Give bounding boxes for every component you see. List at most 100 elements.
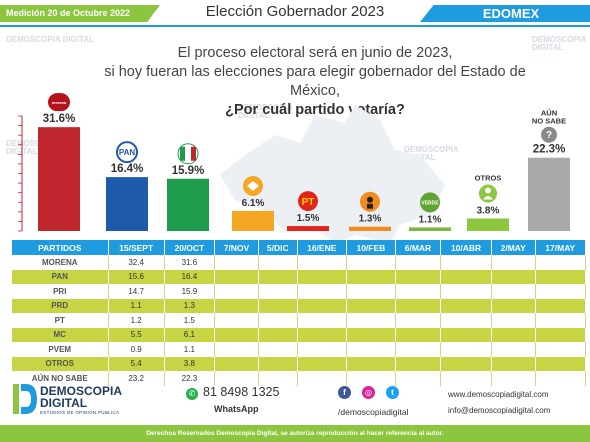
value-cell: [214, 284, 259, 299]
value-cell: [214, 356, 259, 371]
facebook-icon[interactable]: f: [338, 386, 351, 399]
logo-line-2: DIGITAL: [40, 396, 88, 410]
value-cell: [440, 255, 492, 270]
pan-logo-text: PAN: [119, 148, 136, 157]
table-header-row: PARTIDOS 15/SEPT 20/OCT 7/NOV 5/DIC 16/ENE 10/…: [12, 240, 587, 255]
value-cell: 1.5: [164, 313, 215, 328]
column-header-date: 20/OCT: [164, 240, 215, 255]
value-cell: [297, 284, 347, 299]
value-cell: 1.1: [108, 298, 165, 313]
value-cell: 16.4: [164, 269, 215, 284]
aun-no-sabe-label: NO SABE: [532, 117, 566, 126]
whatsapp-label: WhatsApp: [214, 404, 259, 414]
watermark: DEMOSCOPIA DIGITAL: [6, 35, 94, 44]
bar-pri: [167, 178, 209, 231]
column-header-date: 10/ABR: [440, 240, 492, 255]
value-cell: [214, 342, 259, 357]
value-cell: [491, 356, 536, 371]
table-row: MC 5.5 6.1: [12, 327, 587, 342]
value-cell: [346, 269, 396, 284]
bar-mc: [349, 226, 391, 231]
bar-prd: [232, 210, 274, 231]
pvem-logo-text: VERDE: [421, 200, 439, 206]
table-row: PRI 14.7 15.9: [12, 284, 587, 299]
value-cell: [491, 371, 536, 386]
value-cell: [258, 342, 298, 357]
value-cell: [491, 298, 536, 313]
value-cell: [258, 356, 298, 371]
value-cell: [346, 342, 396, 357]
instagram-icon[interactable]: ◎: [362, 386, 375, 399]
demoscopia-logo-icon: [13, 384, 37, 414]
footer: DEMOSCOPIA DIGITAL ESTUDIOS DE OPINIÓN P…: [0, 380, 590, 424]
value-label-mc: 1.3%: [359, 214, 382, 225]
question-line-1: El proceso electoral será en junio de 20…: [177, 45, 453, 61]
value-label-annosabe: 22.3%: [533, 144, 566, 156]
mc-logo-mark: [367, 203, 373, 209]
morena-logo-icon: [48, 93, 70, 112]
otros-icon-body: [483, 196, 493, 200]
value-cell: [297, 269, 347, 284]
value-cell: [214, 255, 259, 270]
value-cell: 1.2: [108, 313, 165, 328]
pvem-logo-icon: [420, 192, 440, 213]
value-cell: [535, 284, 587, 299]
party-name-cell: OTROS: [12, 356, 109, 371]
value-cell: [491, 313, 536, 328]
value-cell: [535, 313, 587, 328]
email-link[interactable]: info@demoscopiadigital.com: [448, 406, 551, 415]
value-cell: [535, 371, 587, 386]
aun-no-sabe-label: AÚN: [541, 109, 557, 118]
mc-logo-mark: [367, 196, 373, 203]
region-badge: EDOMEX: [420, 5, 590, 22]
value-cell: [297, 255, 347, 270]
value-cell: [346, 327, 396, 342]
question-line-2: si hoy fueran las elecciones para elegir…: [104, 64, 526, 99]
value-cell: [395, 269, 442, 284]
value-cell: [491, 284, 536, 299]
phone-number[interactable]: 81 8498 1325: [203, 385, 280, 399]
bar-morena: [38, 127, 80, 231]
value-cell: 15.9: [164, 284, 215, 299]
morena-logo-text: morena: [52, 100, 67, 105]
party-name-cell: PRI: [12, 284, 109, 299]
bar-pvem: [409, 227, 451, 231]
bar-pt: [287, 226, 329, 231]
table-row: AÚN NO SABE 23.2 22.3: [12, 371, 587, 386]
value-cell: [297, 298, 347, 313]
value-label-prd: 6.1%: [242, 198, 265, 209]
rights-notice: Derechos Reservados Demoscopia Digital, …: [0, 425, 590, 442]
table-row: OTROS 5.4 3.8: [12, 356, 587, 371]
value-cell: [258, 284, 298, 299]
whatsapp-icon[interactable]: ✆: [186, 388, 198, 400]
column-header-date: 15/SEPT: [108, 240, 165, 255]
value-cell: [440, 371, 492, 386]
party-name-cell: PRD: [12, 298, 109, 313]
value-cell: [395, 298, 442, 313]
value-cell: [297, 371, 347, 386]
pt-logo-icon: [298, 191, 318, 212]
value-cell: 5.4: [108, 356, 165, 371]
bar-otros: [467, 218, 509, 231]
value-cell: 1.1: [164, 342, 215, 357]
bar-annosabe: [528, 157, 570, 231]
social-handle[interactable]: /demoscopiadigital: [338, 407, 409, 417]
value-cell: [214, 313, 259, 328]
website-link[interactable]: www.demoscopiadigital.com: [448, 390, 549, 399]
value-cell: 32.4: [108, 255, 165, 270]
value-cell: [346, 298, 396, 313]
value-cell: [395, 371, 442, 386]
logo-line-1: DEMOSCOPIA: [40, 384, 123, 398]
twitter-icon[interactable]: t: [386, 386, 399, 399]
value-cell: [491, 342, 536, 357]
value-cell: [440, 342, 492, 357]
value-cell: [440, 313, 492, 328]
logo-subtitle: ESTUDIOS DE OPINIÓN PÚBLICA: [40, 410, 120, 415]
value-cell: [258, 313, 298, 328]
value-cell: [395, 313, 442, 328]
column-header-date: 6/MAR: [395, 240, 442, 255]
value-cell: [214, 371, 259, 386]
value-cell: [535, 327, 587, 342]
value-cell: 6.1: [164, 327, 215, 342]
table-row: PT 1.2 1.5: [12, 313, 587, 328]
